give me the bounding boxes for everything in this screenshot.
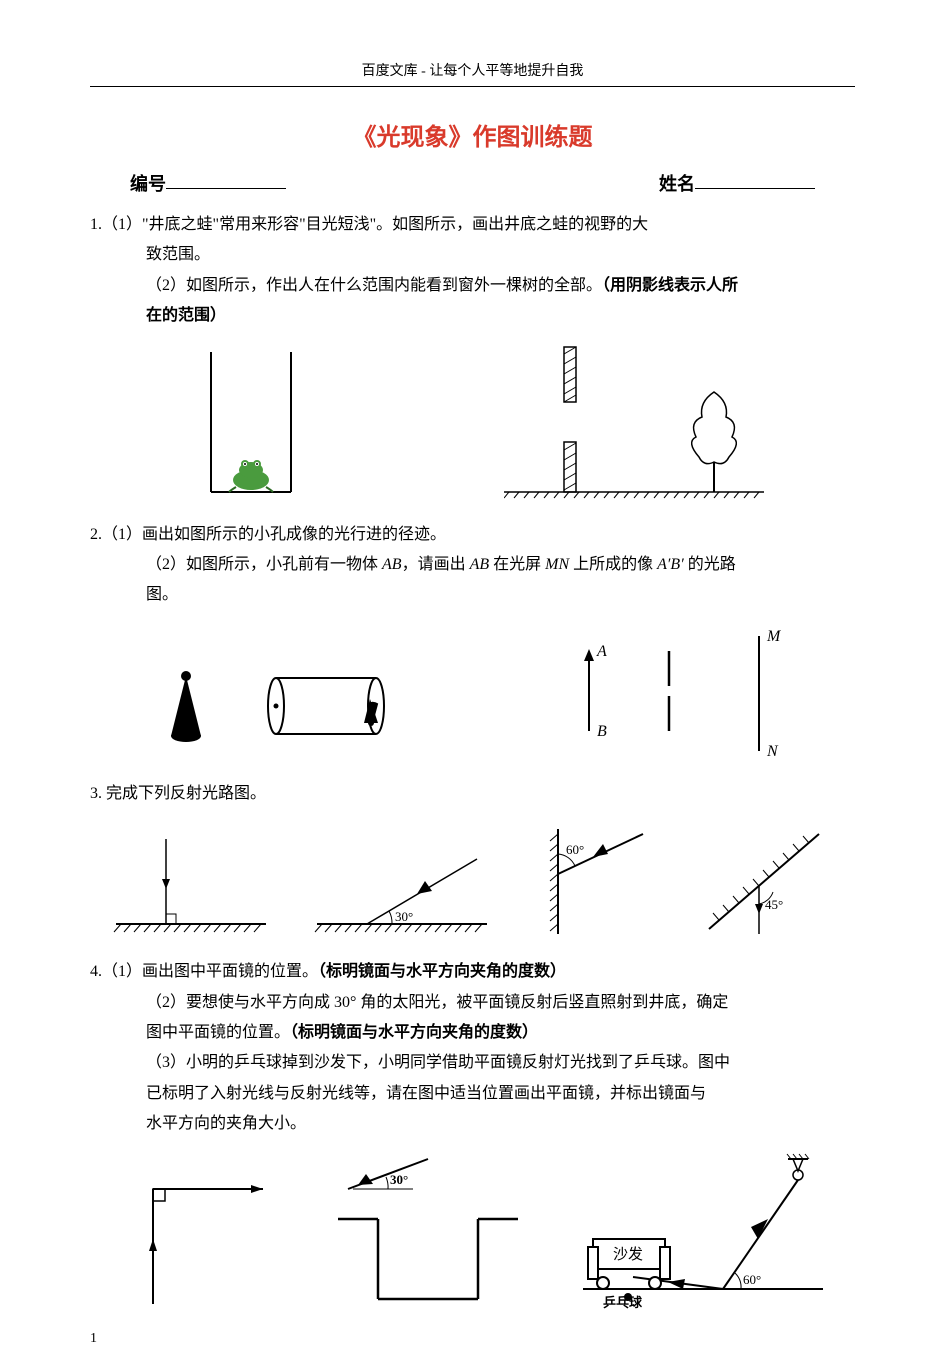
q2-figures: A B M N <box>90 621 855 761</box>
q1-p2a: （2）如图所示，作出人在什么范围内能看到窗外一棵树的全部。 <box>146 277 602 294</box>
q1-figures <box>90 342 855 502</box>
q2-t2: AB <box>382 556 402 573</box>
mirror-b: 30° <box>318 1149 528 1309</box>
label-N: N <box>766 743 779 760</box>
q4-line2: （2）要想使与水平方向成 30° 角的太阳光，被平面镜反射后竖直照射到井底，确定 <box>90 988 855 1018</box>
number-blank <box>166 170 286 189</box>
well-frog-diagram <box>181 342 321 502</box>
question-3: 3. 完成下列反射光路图。 <box>90 779 855 809</box>
spacer <box>286 170 659 196</box>
q2-line1: 2.（1）画出如图所示的小孔成像的光行进的径迹。 <box>90 520 855 550</box>
label-ball: 乒乓球 <box>603 1295 643 1309</box>
q4-t3: 图中平面镜的位置。 <box>146 1024 290 1041</box>
q1-p2b: （用阴影线表示人所 <box>602 277 738 294</box>
document-page: 百度文库 - 让每个人平等地提升自我 《光现象》作图训练题 编号 姓名 1.（1… <box>0 0 945 1367</box>
reflection-d: 45° <box>689 819 839 939</box>
label-name: 姓名 <box>659 170 695 196</box>
q4-t1: 4.（1）画出图中平面镜的位置。 <box>90 963 318 980</box>
label-B: B <box>597 723 607 740</box>
pinhole-diagram <box>146 651 426 761</box>
angle-30-b: 30° <box>390 1172 408 1187</box>
reflection-c: 60° <box>528 819 658 939</box>
angle-45: 45° <box>765 897 783 912</box>
q2-t9: 的光路 <box>684 556 736 573</box>
reflection-b: 30° <box>307 829 497 939</box>
header-text: 百度文库 - 让每个人平等地提升自我 <box>90 60 855 87</box>
q2-t1: （2）如图所示，小孔前有一物体 <box>146 556 382 573</box>
q2-t6: MN <box>545 556 569 573</box>
q3-figures: 30° 60° 45° <box>90 819 855 939</box>
question-2: 2.（1）画出如图所示的小孔成像的光行进的径迹。 （2）如图所示，小孔前有一物体… <box>90 520 855 611</box>
angle-60: 60° <box>566 842 584 857</box>
name-blank <box>695 170 815 189</box>
q3-line1: 3. 完成下列反射光路图。 <box>90 779 855 809</box>
page-title: 《光现象》作图训练题 <box>90 117 855 152</box>
window-tree-diagram <box>504 342 764 502</box>
q1-line2: 致范围。 <box>90 240 855 270</box>
page-number: 1 <box>90 1331 97 1347</box>
q2-t8: A′B′ <box>657 556 684 573</box>
q2-t3: ，请画出 <box>402 556 470 573</box>
q4-line1: 4.（1）画出图中平面镜的位置。（标明镜面与水平方向夹角的度数） <box>90 957 855 987</box>
label-number: 编号 <box>130 170 166 196</box>
q4-t2: （标明镜面与水平方向夹角的度数） <box>318 963 566 980</box>
mirror-c: 60° 沙发 乒乓球 <box>573 1149 833 1309</box>
label-A: A <box>596 643 607 660</box>
name-row: 编号 姓名 <box>90 170 855 196</box>
q4-t4: （标明镜面与水平方向夹角的度数） <box>290 1024 538 1041</box>
q2-line2: （2）如图所示，小孔前有一物体 AB，请画出 AB 在光屏 MN 上所成的像 A… <box>90 550 855 580</box>
q2-t5: 在光屏 <box>489 556 545 573</box>
q4-line5: 已标明了入射光线与反射光线等，请在图中适当位置画出平面镜，并标出镜面与 <box>90 1079 855 1109</box>
q2-t7: 上所成的像 <box>569 556 657 573</box>
q4-line3: 图中平面镜的位置。（标明镜面与水平方向夹角的度数） <box>90 1018 855 1048</box>
reflection-a <box>106 829 276 939</box>
label-sofa: 沙发 <box>613 1246 643 1263</box>
q1-line3: （2）如图所示，作出人在什么范围内能看到窗外一棵树的全部。（用阴影线表示人所 <box>90 271 855 301</box>
q4-figures: 30° 60° <box>90 1149 855 1309</box>
q1-line4: 在的范围） <box>90 301 855 331</box>
q2-line3: 图。 <box>90 580 855 610</box>
question-4: 4.（1）画出图中平面镜的位置。（标明镜面与水平方向夹角的度数） （2）要想使与… <box>90 957 855 1139</box>
ab-mn-diagram: A B M N <box>539 621 799 761</box>
q2-t4: AB <box>470 556 490 573</box>
question-1: 1.（1）"井底之蛙"常用来形容"目光短浅"。如图所示，画出井底之蛙的视野的大 … <box>90 210 855 332</box>
angle-60-c: 60° <box>743 1272 761 1287</box>
label-M: M <box>766 628 782 645</box>
mirror-a <box>113 1159 273 1309</box>
q4-line4: （3）小明的乒乓球掉到沙发下，小明同学借助平面镜反射灯光找到了乒乓球。图中 <box>90 1048 855 1078</box>
q4-line6: 水平方向的夹角大小。 <box>90 1109 855 1139</box>
q1-line1: 1.（1）"井底之蛙"常用来形容"目光短浅"。如图所示，画出井底之蛙的视野的大 <box>90 210 855 240</box>
angle-30: 30° <box>395 909 413 924</box>
